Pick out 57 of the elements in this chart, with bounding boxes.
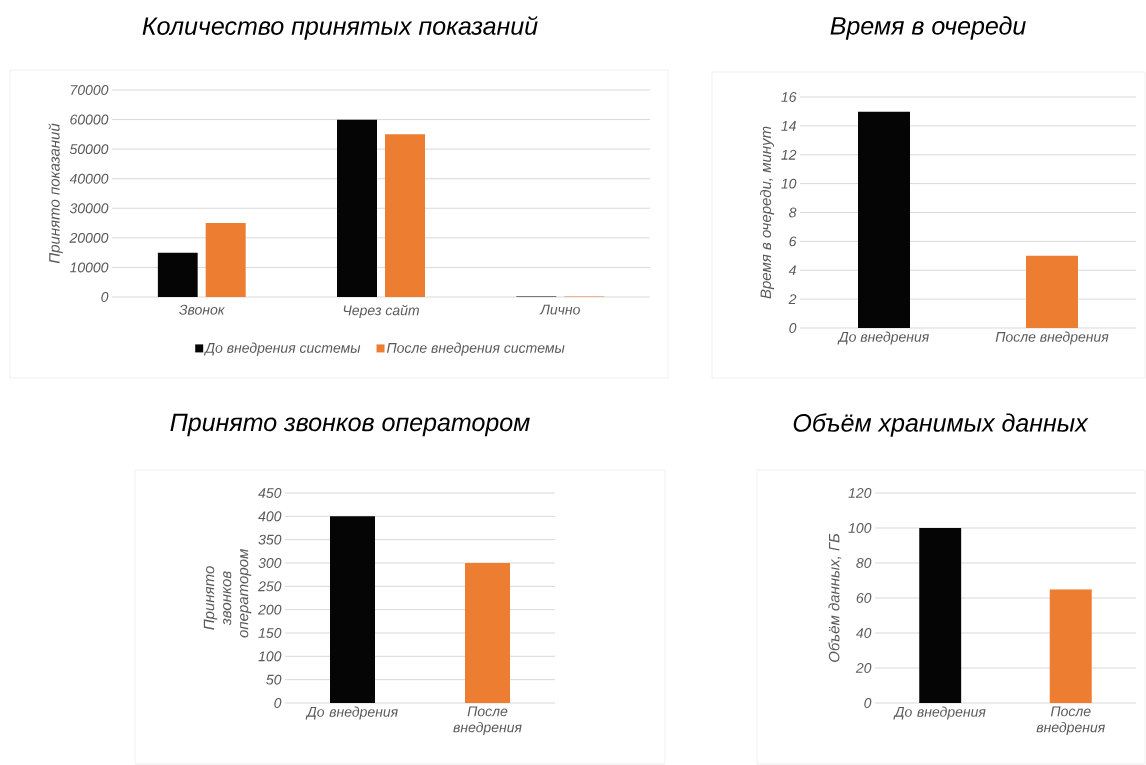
chart-title: Количество принятых показаний (142, 16, 538, 40)
y-tick-label: 0 (864, 698, 872, 708)
legend-label: До внедрения системы (203, 342, 361, 356)
y-tick-label: 70000 (70, 85, 109, 95)
y-tick-label: 450 (258, 488, 282, 498)
chart-title: Принято звонков оператором (170, 413, 530, 437)
y-tick-label: 80 (856, 558, 872, 568)
y-axis-title: Принято звонков оператором (203, 549, 252, 638)
x-tick-label: После внедрения (995, 331, 1109, 345)
y-tick-label: 4 (788, 265, 796, 276)
y-tick-label: 14 (781, 121, 796, 131)
bar (157, 252, 198, 297)
y-axis-title: Объём данных, ГБ (828, 533, 842, 662)
y-tick-label: 10 (781, 178, 797, 189)
y-tick-label: 40000 (69, 173, 109, 184)
y-tick-label: 300 (258, 558, 282, 568)
y-tick-label: 20000 (69, 232, 109, 243)
y-axis-title: Принято показаний (48, 123, 63, 264)
y-tick-label: 150 (258, 628, 282, 638)
x-tick-label: Звонок (179, 304, 225, 315)
x-tick-label: Лично (539, 304, 580, 315)
y-tick-label: 50 (266, 674, 282, 685)
y-tick-label: 30000 (69, 203, 109, 214)
legend-label: После внедрения системы (386, 342, 565, 356)
chart-title: Объём хранимых данных (793, 413, 1089, 437)
x-tick-label: После внедрения (453, 706, 522, 736)
y-tick-label: 60 (856, 593, 872, 603)
x-tick-label: До внедрения (893, 706, 986, 720)
y-tick-label: 40 (855, 628, 872, 638)
y-tick-label: 0 (101, 292, 109, 302)
y-tick-label: 400 (258, 511, 282, 522)
y-tick-label: 250 (258, 581, 282, 592)
y-axis-title: Время в очереди, минут (760, 126, 775, 299)
x-tick-label: До внедрения (305, 706, 398, 720)
y-tick-label: 12 (781, 149, 797, 160)
y-tick-label: 20 (855, 663, 872, 673)
x-tick-label: Через сайт (343, 304, 419, 319)
y-tick-label: 100 (258, 651, 282, 662)
bar (385, 134, 425, 297)
y-tick-label: 0 (274, 698, 282, 708)
y-tick-label: 200 (258, 604, 282, 615)
bar (205, 223, 246, 297)
y-tick-label: 120 (848, 488, 872, 498)
y-tick-label: 0 (789, 323, 797, 333)
y-tick-label: 16 (781, 92, 797, 102)
x-tick-label: До внедрения (837, 331, 929, 345)
y-tick-label: 8 (789, 207, 797, 218)
y-tick-label: 60000 (70, 114, 109, 125)
x-tick-label: После внедрения (1036, 706, 1105, 736)
bar (337, 119, 378, 297)
y-tick-label: 6 (789, 236, 797, 247)
y-tick-label: 50000 (69, 144, 109, 155)
y-tick-label: 100 (848, 523, 872, 533)
y-tick-label: 2 (788, 294, 797, 304)
y-tick-label: 350 (258, 534, 282, 545)
y-tick-label: 10000 (69, 262, 109, 273)
chart-title: Время в очереди (830, 16, 1026, 40)
